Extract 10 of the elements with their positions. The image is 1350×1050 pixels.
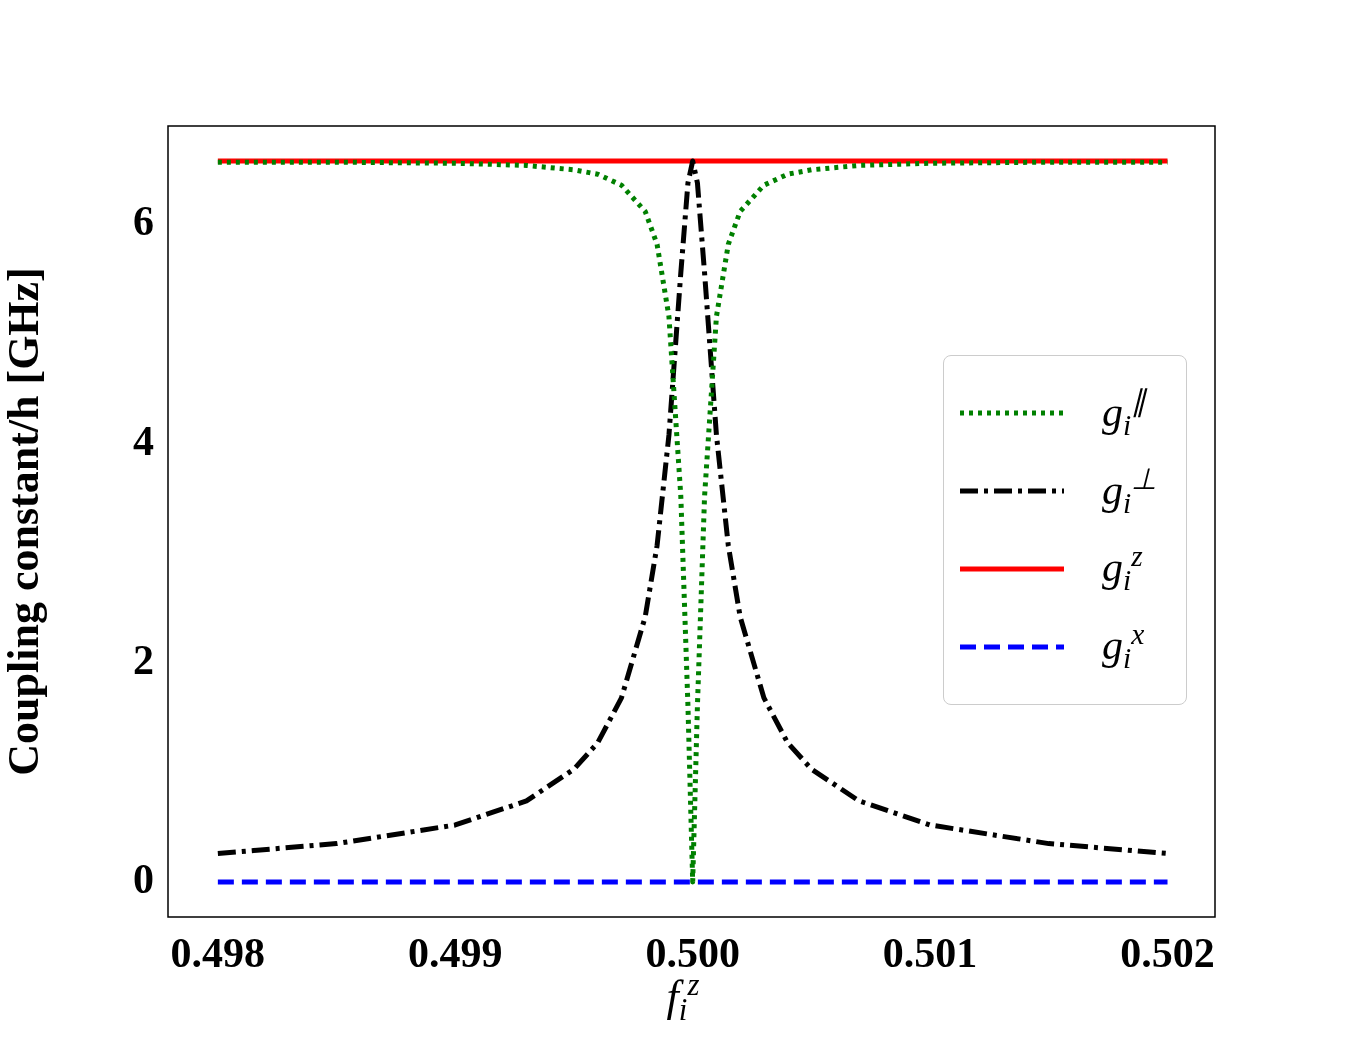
y-tick-label: 6 [133,198,154,245]
x-tick-label: 0.499 [408,930,503,977]
y-tick-label: 0 [133,855,154,902]
y-tick-label: 2 [133,636,154,683]
y-axis-title: Coupling constant/h [GHz] [0,267,48,776]
x-tick-label: 0.500 [645,930,740,977]
y-tick-label: 4 [133,417,154,464]
x-tick-label: 0.501 [882,930,978,977]
x-tick-label: 0.498 [170,930,266,977]
x-tick-label: 0.502 [1120,930,1215,977]
